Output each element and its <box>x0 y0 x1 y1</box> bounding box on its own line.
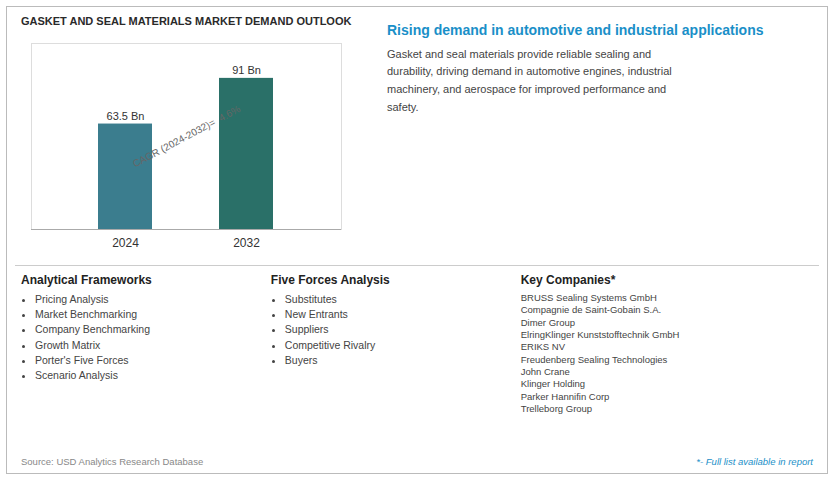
html-text:Source: USD Analytics Research: Source: USD Analytics Research Database <box>21 456 204 467</box>
html-text:ElringKlinger Kunststofftechni: ElringKlinger Kunststofftechnik GmbH <box>520 329 680 340</box>
html-text:Five Forces Analysis: Five Forces Analysis <box>270 273 390 287</box>
svg-text:63.5 Bn: 63.5 Bn <box>107 110 145 122</box>
html-text:Growth Matrix: Growth Matrix <box>35 338 101 351</box>
html-text:Suppliers: Suppliers <box>284 323 329 336</box>
html-text:GASKET AND SEAL MATERIALS MARK: GASKET AND SEAL MATERIALS MARKET DEMAND … <box>21 15 352 27</box>
html-text:John Crane: John Crane <box>520 366 570 378</box>
svg-text:2032: 2032 <box>233 236 260 250</box>
html-text:Competitive Rivalry: Competitive Rivalry <box>284 338 376 351</box>
html-text:Trelleborg Group: Trelleborg Group <box>520 403 593 415</box>
html-text:Parker Hannifin Corp: Parker Hannifin Corp <box>520 390 610 402</box>
html-text:*- Full list available in repo: *- Full list available in report <box>696 456 813 467</box>
html-text:Key Companies*: Key Companies* <box>520 273 616 287</box>
svg-text:2024: 2024 <box>112 236 139 250</box>
html-text:New Entrants: New Entrants <box>284 308 348 321</box>
html-text:Dimer Group: Dimer Group <box>520 316 576 328</box>
svg-text:91 Bn: 91 Bn <box>232 64 261 76</box>
html-text:Gasket and seal materials prov: Gasket and seal materials provide reliab… <box>387 47 672 113</box>
html-text:Company Benchmarking: Company Benchmarking <box>35 323 150 336</box>
html-text:Analytical Frameworks: Analytical Frameworks <box>21 273 152 287</box>
html-text:BRUSS Sealing Systems GmbH: BRUSS Sealing Systems GmbH <box>520 292 657 303</box>
html-text:Klinger Holding: Klinger Holding <box>520 378 586 390</box>
html-text:Rising demand in automotive an: Rising demand in automotive and industri… <box>387 22 764 38</box>
html-text:Market Benchmarking: Market Benchmarking <box>35 308 138 321</box>
html-text:Compagnie de Saint-Gobain S.A.: Compagnie de Saint-Gobain S.A. <box>520 304 662 316</box>
html-text:Pricing Analysis: Pricing Analysis <box>35 293 109 305</box>
html-text:ERIKS NV: ERIKS NV <box>520 341 565 353</box>
html-text:Buyers: Buyers <box>284 353 318 366</box>
html-text:Substitutes: Substitutes <box>284 293 337 305</box>
html-text:Porter's Five Forces: Porter's Five Forces <box>35 353 129 366</box>
html-text:Scenario Analysis: Scenario Analysis <box>35 369 118 382</box>
html-text:Freudenberg Sealing Technologi: Freudenberg Sealing Technologies <box>520 353 668 365</box>
svg-text:CAGR (2024-2032)= 4.6%: CAGR (2024-2032)= 4.6% <box>131 103 243 169</box>
